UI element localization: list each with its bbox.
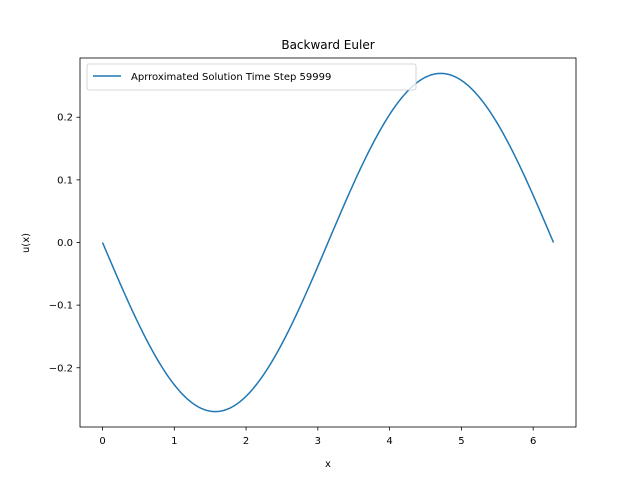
plot-area (101, 72, 555, 413)
legend-label: Aprroximated Solution Time Step 59999 (131, 72, 331, 83)
x-tick-label: 3 (315, 436, 321, 447)
y-axis-label: u(x) (21, 233, 32, 253)
x-axis-label: x (325, 459, 331, 470)
y-tick-label: 0.0 (57, 238, 73, 249)
x-tick-label: 1 (171, 436, 177, 447)
x-tick-label: 5 (458, 436, 464, 447)
x-axis: 0 1 2 3 4 5 6 (99, 427, 536, 447)
x-tick-label: 0 (99, 436, 105, 447)
chart-title: Backward Euler (281, 38, 374, 52)
y-tick-label: −0.2 (49, 363, 73, 374)
legend-box (86, 63, 417, 91)
x-tick-label: 6 (530, 436, 536, 447)
legend: Aprroximated Solution Time Step 59999 (86, 63, 417, 91)
x-tick-label: 2 (243, 436, 249, 447)
series-line (101, 72, 555, 413)
x-tick-label: 4 (386, 436, 392, 447)
y-tick-label: 0.1 (57, 175, 73, 186)
y-axis: −0.2 −0.1 0.0 0.1 0.2 (49, 113, 80, 374)
y-tick-label: −0.1 (49, 301, 73, 312)
y-tick-label: 0.2 (57, 113, 73, 124)
